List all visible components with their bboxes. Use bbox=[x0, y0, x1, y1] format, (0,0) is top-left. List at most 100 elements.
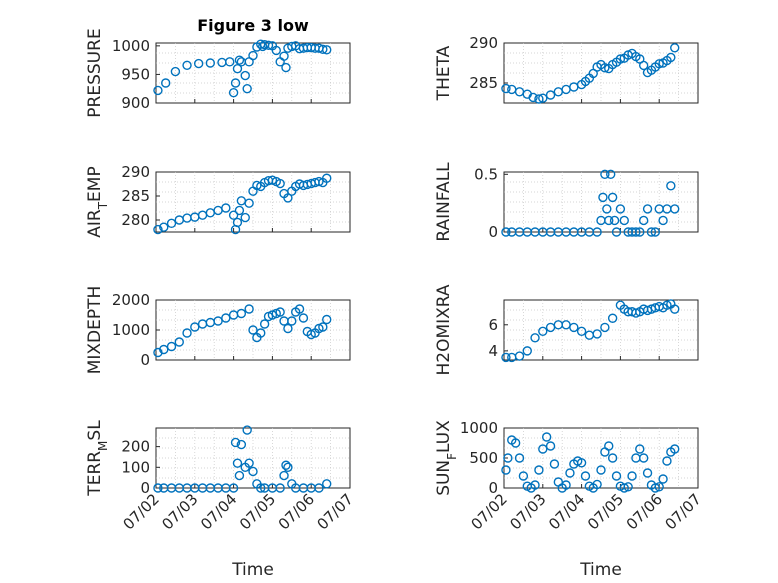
data-point bbox=[236, 439, 247, 450]
data-point bbox=[642, 204, 653, 214]
data-point bbox=[670, 304, 680, 314]
data-point bbox=[153, 483, 163, 493]
data-point bbox=[159, 344, 169, 355]
data-point bbox=[279, 51, 289, 61]
data-point bbox=[279, 470, 289, 481]
data-point bbox=[252, 180, 262, 191]
data-point bbox=[322, 479, 332, 489]
series bbox=[501, 43, 680, 104]
data-point bbox=[609, 215, 620, 226]
data-point bbox=[174, 337, 184, 347]
y-axis-label: TERRMSL bbox=[85, 420, 110, 497]
x-axis-label: Time bbox=[579, 560, 622, 580]
data-point bbox=[283, 323, 293, 334]
y-tick-label: 280 bbox=[121, 211, 150, 229]
data-point bbox=[638, 60, 649, 71]
data-point bbox=[565, 468, 575, 478]
subplot-terr-msl: 010020007/0207/0307/0407/0507/0607/07TER… bbox=[85, 420, 357, 580]
data-point bbox=[650, 483, 661, 493]
x-tick-label: 07/06 bbox=[275, 490, 318, 533]
data-point bbox=[592, 227, 602, 237]
y-tick-label: 0 bbox=[140, 351, 150, 369]
y-tick-label: 290 bbox=[121, 163, 150, 181]
data-point bbox=[604, 441, 614, 451]
data-point bbox=[244, 458, 254, 468]
subplot-h2omixra: 4 6 H2OMIXRA bbox=[434, 284, 699, 376]
data-point bbox=[160, 78, 171, 88]
data-point bbox=[623, 482, 633, 492]
data-point bbox=[228, 483, 239, 493]
data-point bbox=[646, 227, 657, 237]
data-point bbox=[275, 178, 285, 189]
data-point bbox=[549, 459, 560, 469]
data-point bbox=[619, 483, 629, 493]
data-point bbox=[248, 50, 258, 61]
series bbox=[153, 425, 332, 493]
y-tick-label: 0 bbox=[140, 479, 150, 497]
data-point bbox=[256, 328, 266, 338]
subplot-mixdepth: 0 1000 2000 MIXDEPTH bbox=[85, 286, 351, 374]
data-point bbox=[232, 217, 243, 228]
data-point bbox=[248, 325, 258, 335]
data-point bbox=[607, 313, 618, 323]
y-tick-label: 500 bbox=[469, 449, 498, 467]
series bbox=[153, 304, 332, 358]
data-point bbox=[619, 215, 629, 226]
data-point bbox=[225, 57, 235, 67]
data-point bbox=[662, 300, 672, 310]
data-point bbox=[159, 222, 169, 232]
data-point bbox=[670, 204, 680, 214]
x-tick-label: 07/07 bbox=[314, 490, 357, 533]
data-point bbox=[615, 204, 626, 214]
y-tick-label: 200 bbox=[121, 438, 150, 456]
data-point bbox=[283, 193, 293, 203]
data-point bbox=[615, 54, 626, 64]
data-point bbox=[205, 58, 216, 68]
data-point bbox=[670, 43, 680, 53]
y-tick-label: 1000 bbox=[460, 419, 498, 437]
data-point bbox=[501, 352, 511, 363]
data-point bbox=[530, 480, 540, 490]
data-point bbox=[166, 341, 177, 352]
data-point bbox=[314, 483, 324, 493]
subplot-theta: 285 290 THETA bbox=[434, 34, 699, 104]
data-point bbox=[259, 319, 270, 329]
data-point bbox=[518, 471, 529, 481]
data-point bbox=[230, 78, 241, 88]
y-tick-label: 285 bbox=[121, 187, 150, 205]
series bbox=[153, 173, 332, 235]
y-tick-label: 0 bbox=[488, 479, 498, 497]
data-point bbox=[501, 227, 511, 237]
data-point bbox=[503, 453, 513, 463]
data-point bbox=[283, 462, 293, 473]
y-axis-label: H2OMIXRA bbox=[434, 284, 454, 375]
data-point bbox=[244, 304, 254, 314]
y-tick-label: 285 bbox=[469, 74, 498, 92]
data-point bbox=[294, 304, 305, 314]
data-point bbox=[576, 326, 587, 337]
data-point bbox=[153, 85, 163, 96]
data-point bbox=[256, 483, 266, 493]
y-tick-label: 1000 bbox=[112, 37, 150, 55]
data-point bbox=[322, 45, 332, 55]
series bbox=[501, 299, 680, 363]
x-tick-label: 07/03 bbox=[158, 490, 201, 533]
data-point bbox=[232, 64, 243, 74]
data-point bbox=[658, 215, 668, 226]
data-point bbox=[287, 316, 297, 326]
data-point bbox=[501, 83, 511, 94]
data-point bbox=[275, 307, 285, 317]
y-tick-label: 950 bbox=[121, 65, 150, 83]
data-point bbox=[281, 460, 291, 470]
data-point bbox=[230, 437, 241, 448]
data-point bbox=[514, 453, 525, 463]
data-point bbox=[314, 176, 324, 187]
chart-title: Figure 3 low bbox=[197, 16, 309, 35]
data-point bbox=[642, 468, 653, 478]
data-point bbox=[631, 227, 641, 237]
y-tick-label: 4 bbox=[488, 342, 498, 360]
data-point bbox=[234, 205, 245, 216]
data-point bbox=[193, 58, 204, 69]
data-point bbox=[596, 465, 606, 475]
data-point bbox=[530, 333, 540, 343]
